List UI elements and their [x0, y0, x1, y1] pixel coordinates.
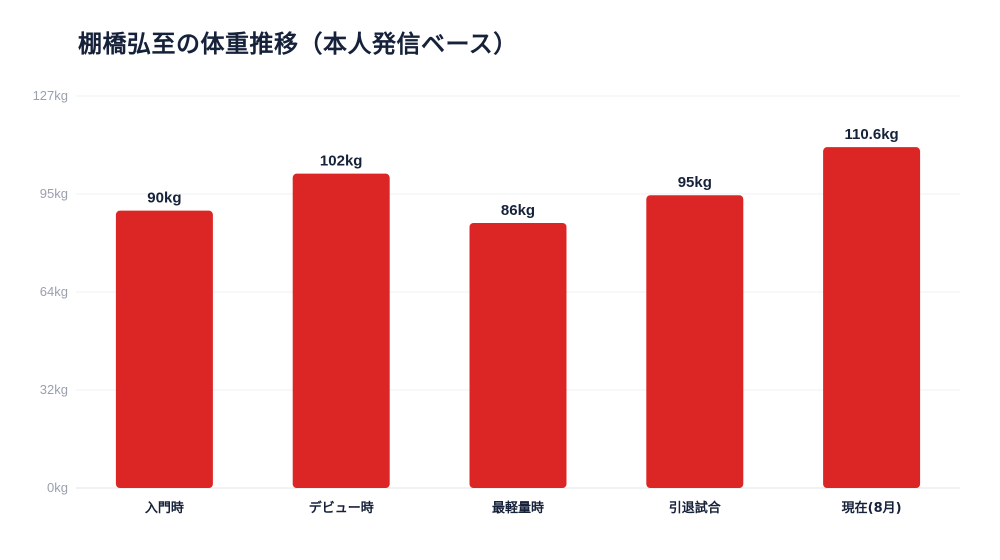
x-tick-label: 最軽量時	[492, 500, 544, 516]
x-tick-label: 引退試合	[669, 500, 722, 516]
bar	[823, 147, 921, 488]
data-label: 86kg	[501, 202, 535, 219]
bar	[115, 210, 213, 488]
y-tick-label: 64kg	[40, 284, 68, 299]
x-tick-label: 入門時	[145, 500, 184, 516]
bar	[292, 173, 390, 488]
data-label: 95kg	[678, 174, 712, 191]
data-label: 90kg	[147, 190, 181, 207]
y-tick-label: 127kg	[33, 88, 68, 103]
y-tick-label: 0kg	[47, 480, 68, 495]
bar-layer	[115, 147, 921, 488]
data-label: 110.6kg	[844, 126, 898, 143]
bar	[646, 195, 744, 488]
y-tick-label: 32kg	[40, 382, 68, 397]
label-layer: 90kg 入門時 102kg デビュー時 86kg 最軽量時 95kg 引退試合 110.6kg…	[145, 126, 902, 516]
x-tick-label: 現在(8月)	[842, 500, 902, 516]
y-tick-label: 95kg	[40, 186, 68, 201]
x-tick-label: デビュー時	[309, 500, 374, 516]
bar	[469, 222, 567, 488]
data-label: 102kg	[320, 153, 363, 170]
chart-title: 棚橋弘至の体重推移（本人発信ベース）	[78, 30, 518, 58]
